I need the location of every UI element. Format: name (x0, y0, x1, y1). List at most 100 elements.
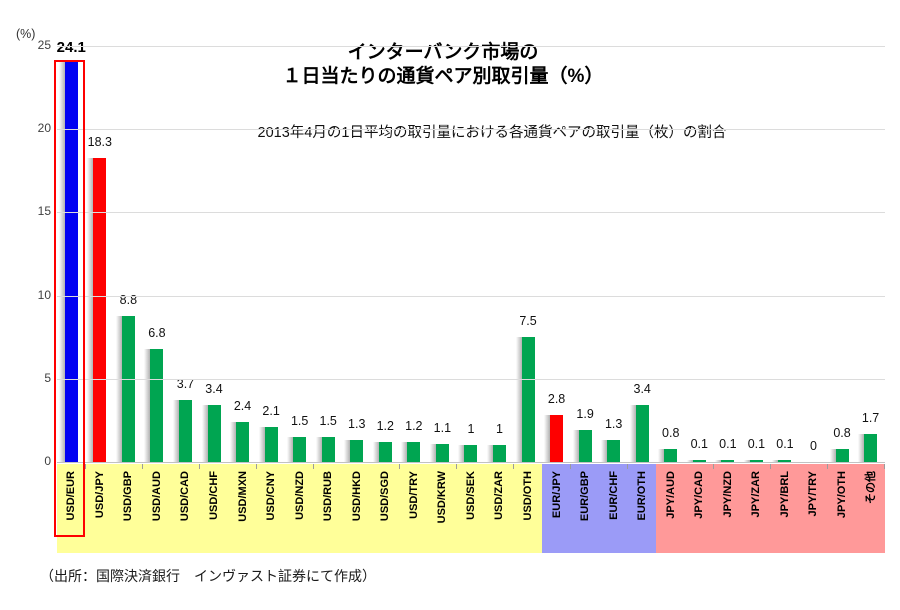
bar-USD/RUB (315, 437, 335, 462)
y-tick-label-5: 5 (44, 370, 51, 385)
bar-JPY/CAD (686, 460, 706, 462)
bar-value-label: 2.4 (233, 399, 252, 414)
bar-value-label: 1 (467, 422, 475, 437)
chart-title-line1: インターバンク市場の (347, 42, 539, 63)
chart-title-line2: １日当たりの通貨ペア別取引量（%） (282, 66, 604, 87)
category-label: JPY/AUD (664, 471, 677, 519)
band-cell-USD/HKD: USD/HKD (342, 464, 372, 553)
bar-value-label: 1.5 (319, 414, 337, 429)
bar-column-USD/NZD: 1.5 (285, 47, 314, 462)
bar-column-USD/SGD: 1.2 (371, 47, 400, 462)
band-cell-USD/CAD: USD/CAD (171, 464, 200, 553)
bar-USD/CAD (172, 400, 192, 462)
bar-column-JPY/ZAR: 0.1 (742, 47, 771, 462)
bar-value-label: 1.7 (861, 410, 880, 425)
bar-value-label: 1 (495, 422, 503, 437)
band-cell-EUR/GBP: EUR/GBP (570, 464, 600, 553)
bar-column-JPY/BRL: 0.1 (771, 47, 800, 462)
bar-EUR/OTH (629, 405, 649, 462)
bar-USD/JPY (87, 157, 107, 462)
category-label: その他 (864, 471, 877, 504)
category-label: JPY/OTH (836, 471, 849, 519)
gridline-20 (57, 129, 885, 131)
category-label: EUR/OTH (636, 471, 649, 521)
category-label: USD/RUB (322, 471, 335, 522)
band-cell-その他: その他 (856, 464, 885, 553)
bar-value-label: 0.1 (690, 437, 708, 452)
category-label: USD/OTH (522, 471, 535, 521)
band-cell-USD/EUR: USD/EUR (57, 464, 86, 553)
bar-value-label: 3.7 (176, 377, 195, 392)
band-cell-JPY/OTH: JPY/OTH (827, 464, 857, 553)
category-label: USD/SGD (379, 471, 392, 522)
category-label: USD/CHF (208, 471, 220, 520)
bar-column-JPY/AUD: 0.8 (656, 47, 685, 463)
bar-USD/AUD (144, 348, 164, 463)
bar-value-label: 1.1 (433, 420, 452, 435)
category-label: EUR/GBP (579, 471, 592, 522)
bar-column-USD/KRW: 1.1 (428, 47, 457, 463)
category-label: USD/HKD (350, 471, 363, 522)
bar-column-USD/ZAR: 1 (485, 47, 514, 462)
bar-USD/HKD (344, 440, 364, 462)
bar-USD/SGD (372, 442, 392, 462)
bar-value-label: 0.1 (776, 437, 794, 452)
band-cell-USD/CNY: USD/CNY (256, 464, 286, 553)
category-label: JPY/CAD (693, 471, 706, 519)
bar-column-JPY/CAD: 0.1 (685, 47, 714, 462)
band-cell-USD/CHF: USD/CHF (199, 464, 229, 553)
category-label: USD/SEK (464, 471, 477, 520)
bar-value-label: 1.9 (576, 407, 594, 422)
gridline-10 (57, 295, 885, 297)
category-label: USD/CAD (179, 471, 192, 522)
band-cell-JPY/CAD: JPY/CAD (685, 464, 714, 553)
bar-column-USD/HKD: 1.3 (342, 47, 371, 462)
bar-value-label: 18.3 (87, 134, 112, 149)
bar-EUR/GBP (572, 430, 592, 462)
bar-column-USD/CNY: 2.1 (257, 47, 286, 462)
band-cell-USD/MXN: USD/MXN (228, 464, 257, 553)
y-tick-label-20: 20 (37, 121, 51, 136)
category-label: USD/KRW (436, 471, 449, 524)
bar-value-label: 3.4 (633, 382, 651, 397)
category-label: USD/NZD (293, 471, 306, 520)
band-cell-USD/RUB: USD/RUB (313, 464, 343, 553)
band-cell-USD/AUD: USD/AUD (142, 464, 172, 553)
bar-column-USD/EUR: 24.1 (57, 40, 86, 463)
bar-column-JPY/NZD: 0.1 (714, 47, 743, 462)
band-cell-JPY/AUD: JPY/AUD (656, 464, 686, 553)
band-cell-USD/TRY: USD/TRY (399, 464, 429, 553)
bar-value-label: 1.3 (604, 417, 623, 432)
bar-column-EUR/JPY: 2.8 (542, 47, 571, 462)
category-label: JPY/TRY (807, 471, 820, 517)
bar-JPY/ZAR (743, 460, 763, 462)
bar-USD/CNY (258, 427, 278, 462)
bar-value-label: 2.8 (547, 392, 566, 407)
band-cell-JPY/NZD: JPY/NZD (713, 464, 743, 553)
bar-value-label: 0.1 (719, 437, 737, 452)
category-label: JPY/ZAR (750, 471, 763, 518)
bar-column-JPY/TRY: 0 (799, 47, 828, 462)
bar-value-label: 1.3 (348, 417, 366, 432)
bar-USD/TRY (401, 442, 421, 462)
y-tick-label-15: 15 (37, 204, 51, 219)
band-cell-USD/ZAR: USD/ZAR (485, 464, 514, 553)
band-cell-EUR/OTH: EUR/OTH (627, 464, 657, 553)
bar-USD/OTH (515, 337, 535, 462)
category-label: USD/CNY (265, 471, 278, 521)
bar-value-label: 1.2 (376, 419, 394, 434)
bar-その他 (858, 433, 878, 463)
bar-column-EUR/GBP: 1.9 (571, 47, 600, 462)
bar-EUR/JPY (544, 415, 564, 462)
gridline-15 (57, 212, 885, 214)
source-note: （出所：国際決済銀行 インヴァスト証券にて作成） (40, 568, 376, 584)
chart-title: インターバンク市場の １日当たりの通貨ペア別取引量（%） (283, 41, 604, 89)
plot-area: 24.1 18.3 8.8 6.8 3.7 3.4 2.4 2.1 1.5 1.5 1.3 1.2 1.… (38, 38, 885, 468)
bar-column-USD/JPY: 18.3 (86, 47, 115, 462)
band-cell-EUR/JPY: EUR/JPY (542, 464, 571, 553)
bar-value-label: 0.8 (662, 425, 680, 440)
band-cell-EUR/CHF: EUR/CHF (599, 464, 628, 553)
band-cell-USD/NZD: USD/NZD (285, 464, 314, 553)
bar-value-label: 1.2 (405, 419, 423, 434)
